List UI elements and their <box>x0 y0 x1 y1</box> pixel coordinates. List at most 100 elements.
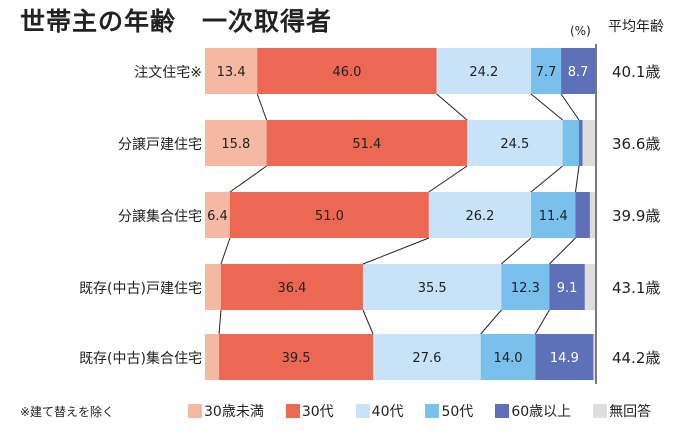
data-label: 35.5 <box>418 281 447 296</box>
connector-line <box>229 165 267 193</box>
data-label: 26.2 <box>465 209 494 224</box>
bar-segment <box>579 120 583 166</box>
connector-line <box>530 165 563 193</box>
bar-segment <box>266 120 468 166</box>
bar-segment <box>561 48 595 94</box>
data-label: 8.7 <box>568 65 589 80</box>
bar-segment <box>205 334 220 380</box>
bar-segment <box>584 264 595 310</box>
average-age-value: 44.2歳 <box>612 349 661 367</box>
data-label: 51.4 <box>352 137 381 152</box>
average-age-value: 43.1歳 <box>612 279 661 297</box>
connector-line <box>501 237 532 265</box>
bar-segment <box>467 120 563 166</box>
bar-segment <box>562 120 580 166</box>
bar-segment <box>373 334 481 380</box>
connector-line <box>362 309 374 335</box>
bar-segment <box>428 192 532 238</box>
bar-segment <box>535 334 594 380</box>
legend-label: 無回答 <box>609 404 652 420</box>
data-label: 12.3 <box>511 281 540 296</box>
bar-segment <box>205 192 230 238</box>
legend-swatch <box>425 404 440 418</box>
bar-segment <box>205 120 267 166</box>
connector-line <box>362 237 430 265</box>
category-label: 注文住宅※ <box>134 65 202 81</box>
bar-segment <box>582 120 595 166</box>
connector-line <box>575 165 580 193</box>
legend-item: 50代 <box>425 401 473 421</box>
average-age-value: 36.6歳 <box>612 135 661 153</box>
data-label: 7.7 <box>536 65 557 80</box>
connector-line <box>218 309 222 335</box>
data-label: 13.4 <box>217 65 246 80</box>
bar-segment <box>589 192 595 238</box>
connector-line <box>530 93 563 121</box>
data-label: 15.8 <box>221 137 250 152</box>
data-label: 27.6 <box>412 351 441 366</box>
data-label: 6.4 <box>207 209 228 224</box>
category-label: 分譲戸建住宅 <box>118 137 202 153</box>
data-label: 36.4 <box>277 281 306 296</box>
bar-segment <box>501 264 550 310</box>
data-label: 39.5 <box>282 351 311 366</box>
data-label: 24.5 <box>500 137 529 152</box>
data-label: 14.9 <box>550 351 579 366</box>
data-label: 11.4 <box>539 209 568 224</box>
connector-line <box>220 237 231 265</box>
bar-segment <box>436 48 532 94</box>
bar-segment <box>229 192 429 238</box>
legend-swatch <box>285 404 300 418</box>
legend-label: 40代 <box>371 404 404 420</box>
bar-segment <box>257 48 437 94</box>
data-label: 14.0 <box>494 351 523 366</box>
legend-item: 30代 <box>285 401 334 421</box>
data-label: 24.2 <box>469 65 498 80</box>
bar-segment <box>205 264 221 310</box>
average-age-value: 40.1歳 <box>612 63 661 81</box>
legend: 30歳未満 30代 40代 50代 60歳以上 無回答 <box>188 401 651 421</box>
bar-segment <box>575 192 590 238</box>
data-label: 51.0 <box>315 209 344 224</box>
connector-line <box>436 93 468 121</box>
category-label: 分譲集合住宅 <box>118 209 202 225</box>
bar-segment <box>531 48 562 94</box>
connector-line <box>428 165 468 193</box>
bar-segment <box>531 192 576 238</box>
connector-line <box>534 309 550 335</box>
legend-label: 50代 <box>441 404 474 420</box>
unit-label: (%) <box>570 24 591 38</box>
average-age-value: 39.9歳 <box>612 207 661 225</box>
bar-segment <box>205 48 258 94</box>
footnote: ※建て替えを除く <box>20 405 115 419</box>
legend-item: 無回答 <box>593 401 651 421</box>
bar-segment <box>220 264 363 310</box>
legend-item: 40代 <box>355 401 404 421</box>
data-label: 46.0 <box>332 65 361 80</box>
legend-swatch <box>495 404 510 418</box>
connector-line <box>560 93 580 121</box>
legend-label: 30代 <box>301 404 334 420</box>
connector-line <box>256 93 268 121</box>
connector-line <box>480 309 502 335</box>
bar-segment <box>549 264 585 310</box>
legend-item: 60歳以上 <box>495 401 571 421</box>
bar-segment <box>362 264 502 310</box>
legend-label: 30歳未満 <box>204 404 264 420</box>
category-label: 既存(中古)戸建住宅 <box>79 281 202 297</box>
legend-label: 60歳以上 <box>511 404 572 420</box>
legend-swatch <box>188 404 202 418</box>
legend-swatch <box>593 404 608 418</box>
chart-title: 世帯主の年齢 一次取得者 <box>20 7 333 36</box>
data-label: 9.1 <box>557 281 578 296</box>
average-age-header: 平均年齢 <box>608 19 664 35</box>
legend-item: 30歳未満 <box>188 401 264 421</box>
legend-swatch <box>355 404 370 418</box>
bar-segment <box>219 334 374 380</box>
connector-line <box>549 237 576 265</box>
category-label: 既存(中古)集合住宅 <box>79 351 202 367</box>
bar-segment <box>593 334 595 380</box>
bar-segment <box>480 334 536 380</box>
